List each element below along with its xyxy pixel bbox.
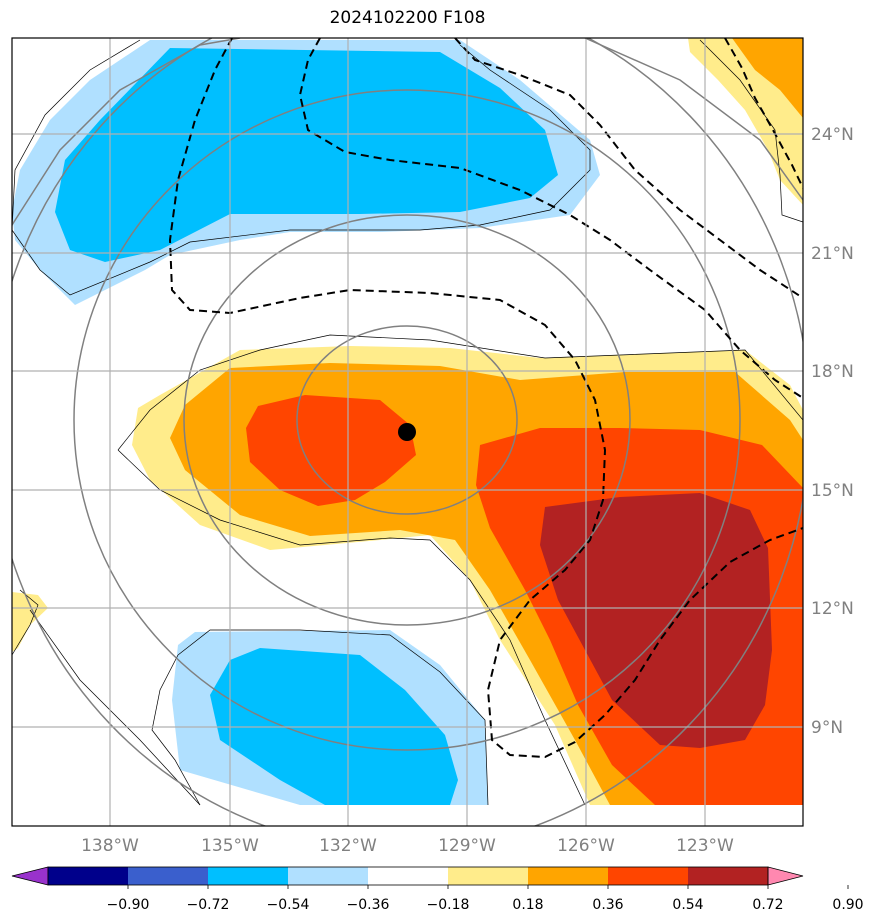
colorbar-segment — [528, 867, 609, 885]
colorbar-segment — [48, 867, 129, 885]
latitude-tick-label: 18°N — [811, 362, 854, 382]
colorbar-segment — [368, 867, 449, 885]
colorbar-segment — [688, 867, 769, 885]
positive-anomaly-west-edge — [12, 592, 48, 652]
colorbar-tick-label: 0.72 — [752, 897, 783, 913]
positive-anomaly-darkred — [540, 493, 772, 748]
map-frame — [11, 37, 804, 827]
colorbar-tick-label: 0.54 — [672, 897, 703, 913]
colorbar-segment — [128, 867, 209, 885]
latitude-tick-label: 15°N — [811, 481, 854, 501]
colorbar-outline — [47, 866, 769, 886]
colorbar-tick-label: −0.36 — [347, 897, 390, 913]
dashed-contours — [168, 38, 803, 759]
positive-anomaly-core-red — [246, 395, 416, 506]
colorbar-extend-max — [767, 866, 804, 886]
colorbar-segment — [208, 867, 289, 885]
longitude-tick-label: 132°W — [319, 836, 377, 856]
longitude-tick-label: 123°W — [676, 836, 734, 856]
colorbar-tick-label: 0.18 — [512, 897, 543, 913]
shading-outlines — [12, 39, 803, 806]
longitude-tick-label: 126°W — [557, 836, 615, 856]
longitude-tick-label: 129°W — [438, 836, 496, 856]
latitude-tick-label: 21°N — [811, 244, 854, 264]
colorbar-segment — [288, 867, 369, 885]
colorbar-segment — [608, 867, 689, 885]
colorbar-tick-label: 0.36 — [592, 897, 623, 913]
latitude-tick-label: 12°N — [811, 599, 854, 619]
colorbar: −0.90 −0.72 −0.54 −0.36 −0.18 0.18 0.36 0.54 0.7… — [11, 866, 864, 913]
pressure-contours — [12, 38, 803, 826]
latitude-tick-label: 9°N — [811, 718, 843, 738]
latitude-axis-labels: 24°N 21°N 18°N 15°N 12°N 9°N — [811, 125, 854, 738]
map-title: 2024102200 F108 — [329, 8, 486, 28]
colorbar-tick-label: 0.90 — [832, 897, 863, 913]
map-plot-area — [12, 38, 803, 826]
negative-anomaly-north-inner — [55, 48, 558, 262]
colorbar-tick-label: −0.54 — [267, 897, 310, 913]
colorbar-extend-min — [11, 866, 49, 886]
positive-anomaly-northeast-orange — [732, 38, 803, 118]
longitude-tick-label: 138°W — [81, 836, 139, 856]
colorbar-tick-label: −0.72 — [187, 897, 230, 913]
colorbar-tick-label: −0.90 — [107, 897, 150, 913]
colorbar-segment — [448, 867, 529, 885]
longitude-tick-label: 135°W — [201, 836, 259, 856]
longitude-axis-labels: 138°W 135°W 132°W 129°W 126°W 123°W — [81, 836, 734, 856]
storm-center-marker — [398, 423, 416, 441]
gridlines — [12, 38, 803, 826]
colorbar-tick-label: −0.18 — [427, 897, 470, 913]
latitude-tick-label: 24°N — [811, 125, 854, 145]
